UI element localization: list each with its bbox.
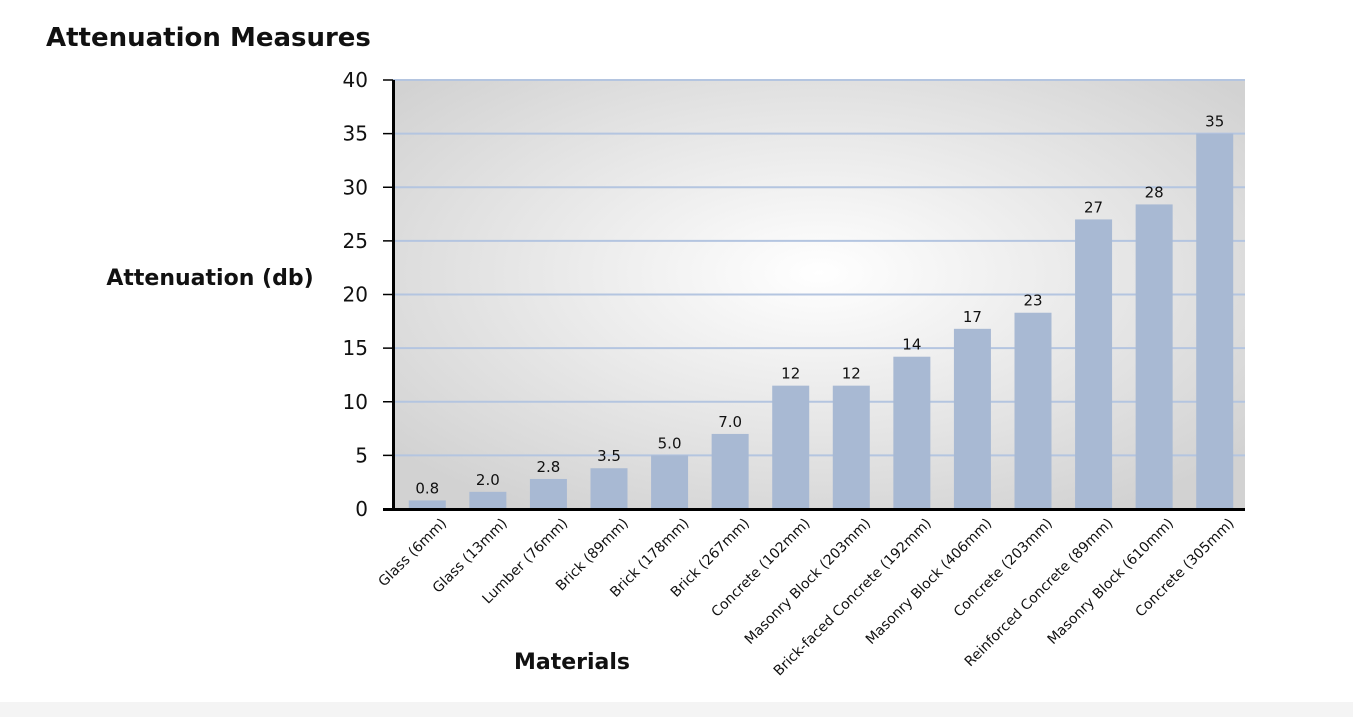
bar-value-labels: 0.8 2.0 2.8 3.5 5.0 7.0 12 12 14 17 23 27 28 35 [415,113,1224,498]
bar [1075,219,1113,510]
bar [832,385,870,509]
y-tick-label: 15 [343,336,368,360]
x-category-label: Masonry Block (610mm) [1045,516,1177,648]
y-tick-label: 40 [343,68,368,92]
bar [1135,204,1173,509]
bar-value-label: 3.5 [597,447,621,465]
x-axis-title: Materials [514,650,630,675]
bottom-strip [0,702,1353,717]
bar-value-label: 2.8 [536,458,560,476]
bar [893,356,931,509]
x-category-label: Concrete (102mm) [709,516,814,621]
y-tick-labels: 0 5 10 15 20 25 30 35 40 [343,68,368,521]
x-category-label: Masonry Block (203mm) [742,516,874,648]
y-tick-label: 0 [355,497,368,521]
bar [772,385,810,509]
bar-value-label: 35 [1205,113,1224,131]
bar-value-label: 12 [842,365,861,383]
x-category-label: Concrete (305mm) [1133,516,1238,621]
bar [590,468,628,509]
bar [1196,133,1234,509]
bar-value-label: 2.0 [476,471,500,489]
y-tick-label: 35 [343,122,368,146]
bar-value-label: 27 [1084,198,1103,216]
chart-title: Attenuation Measures [46,23,371,53]
bar [469,491,507,509]
y-tick-label: 20 [343,283,368,307]
y-tick-label: 5 [355,443,368,467]
y-tick-label: 30 [343,175,368,199]
bar-value-label: 23 [1023,292,1042,310]
bar-value-label: 5.0 [658,434,682,452]
bar [408,500,446,509]
bars [408,133,1234,510]
bar-value-label: 12 [781,365,800,383]
bar-value-label: 17 [963,308,982,326]
x-category-label: Concrete (203mm) [951,516,1056,621]
category-labels: Glass (6mm)Glass (13mm)Lumber (76mm)Bric… [376,516,1238,680]
bar-value-label: 28 [1145,183,1164,201]
bar-value-label: 14 [902,336,921,354]
bar [953,328,991,509]
bar [651,455,689,509]
y-tick-label: 25 [343,229,368,253]
bar-value-label: 7.0 [718,413,742,431]
bar [529,478,567,509]
y-axis-title: Attenuation (db) [106,266,313,291]
x-category-label: Masonry Block (406mm) [863,516,995,648]
bar [1014,312,1052,509]
bar [711,433,749,509]
y-tick-label: 10 [343,390,368,414]
bar-value-label: 0.8 [415,479,439,497]
